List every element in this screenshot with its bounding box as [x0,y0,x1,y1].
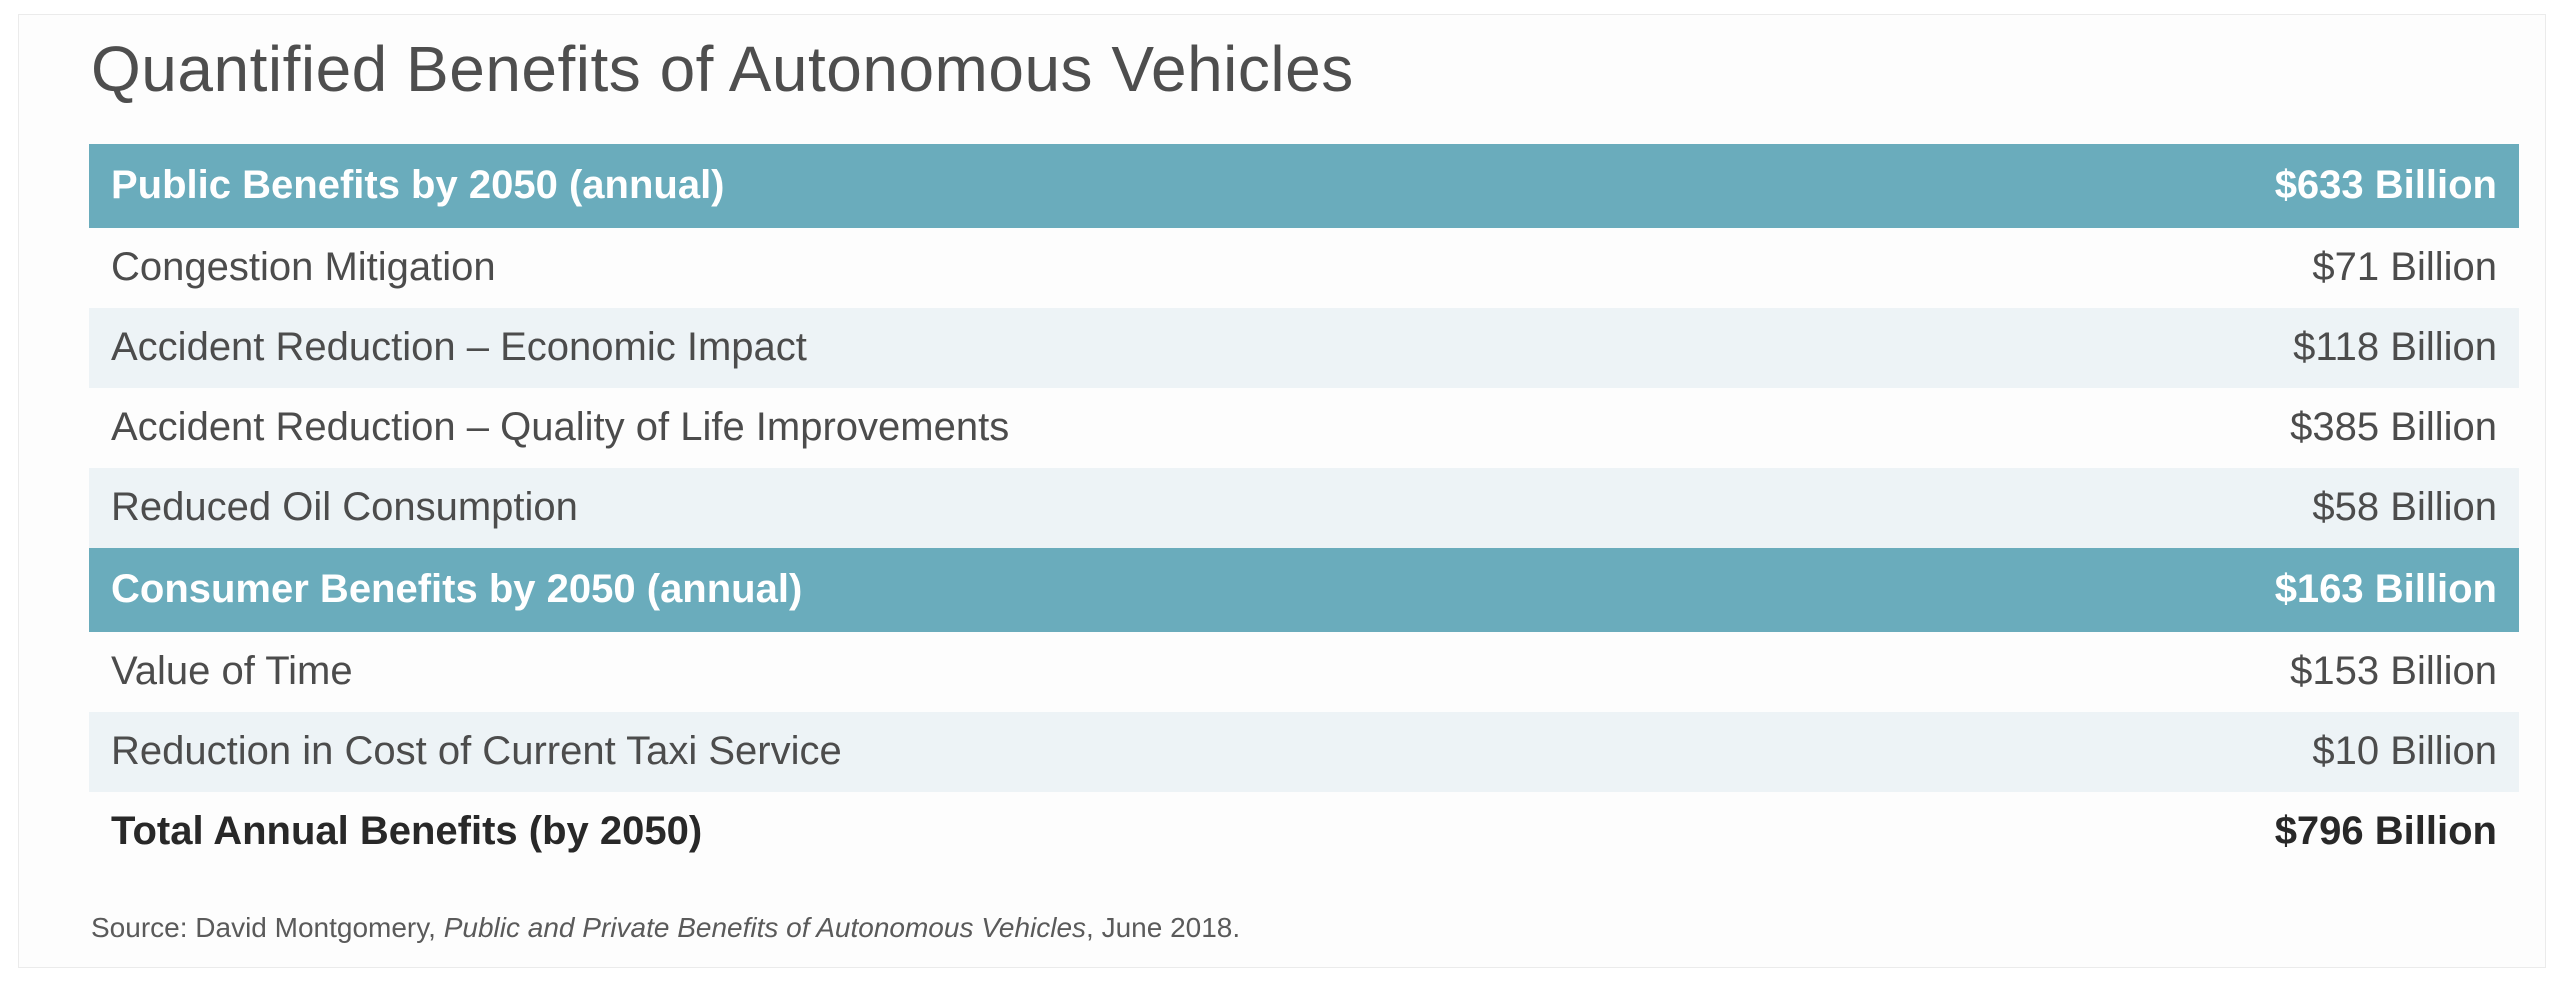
source-suffix: , June 2018. [1086,911,1241,943]
section-header-row-consumer-benefits: Consumer Benefits by 2050 (annual) $163 … [89,547,2519,632]
row-value: $385 Billion [2290,405,2497,450]
row-value: $163 Billion [2274,567,2497,612]
row-value: $118 Billion [2293,325,2497,370]
row-value: $71 Billion [2312,245,2497,290]
row-label: Total Annual Benefits (by 2050) [111,809,703,854]
table-row-congestion-mitigation: Congestion Mitigation $71 Billion [89,227,2519,308]
table-row-accident-reduction-economic: Accident Reduction – Economic Impact $11… [89,307,2519,388]
row-value: $10 Billion [2312,729,2497,774]
row-label: Consumer Benefits by 2050 (annual) [111,567,803,612]
table-row-value-of-time: Value of Time $153 Billion [89,631,2519,712]
row-value: $796 Billion [2274,809,2497,854]
row-label: Accident Reduction – Quality of Life Imp… [111,405,1010,450]
source-work-title: Public and Private Benefits of Autonomou… [443,911,1087,943]
row-label: Accident Reduction – Economic Impact [111,325,807,370]
source-note: Source: David Montgomery, Public and Pri… [91,912,2545,944]
row-value: $58 Billion [2312,485,2497,530]
figure-card: Quantified Benefits of Autonomous Vehicl… [18,14,2546,968]
row-label: Reduced Oil Consumption [111,485,578,530]
row-label: Reduction in Cost of Current Taxi Servic… [111,729,842,774]
table-row-reduced-oil-consumption: Reduced Oil Consumption $58 Billion [89,467,2519,548]
page-title: Quantified Benefits of Autonomous Vehicl… [91,33,1354,105]
benefits-table: Public Benefits by 2050 (annual) $633 Bi… [89,143,2519,872]
row-label: Public Benefits by 2050 (annual) [111,163,725,208]
table-row-taxi-cost-reduction: Reduction in Cost of Current Taxi Servic… [89,711,2519,792]
row-value: $633 Billion [2274,163,2497,208]
row-value: $153 Billion [2290,649,2497,694]
table-row-accident-reduction-quality-of-life: Accident Reduction – Quality of Life Imp… [89,387,2519,468]
row-label: Congestion Mitigation [111,245,496,290]
section-header-row-public-benefits: Public Benefits by 2050 (annual) $633 Bi… [89,143,2519,228]
row-label: Value of Time [111,649,353,694]
total-row: Total Annual Benefits (by 2050) $796 Bil… [89,791,2519,872]
source-prefix: Source: David Montgomery, [91,911,444,943]
